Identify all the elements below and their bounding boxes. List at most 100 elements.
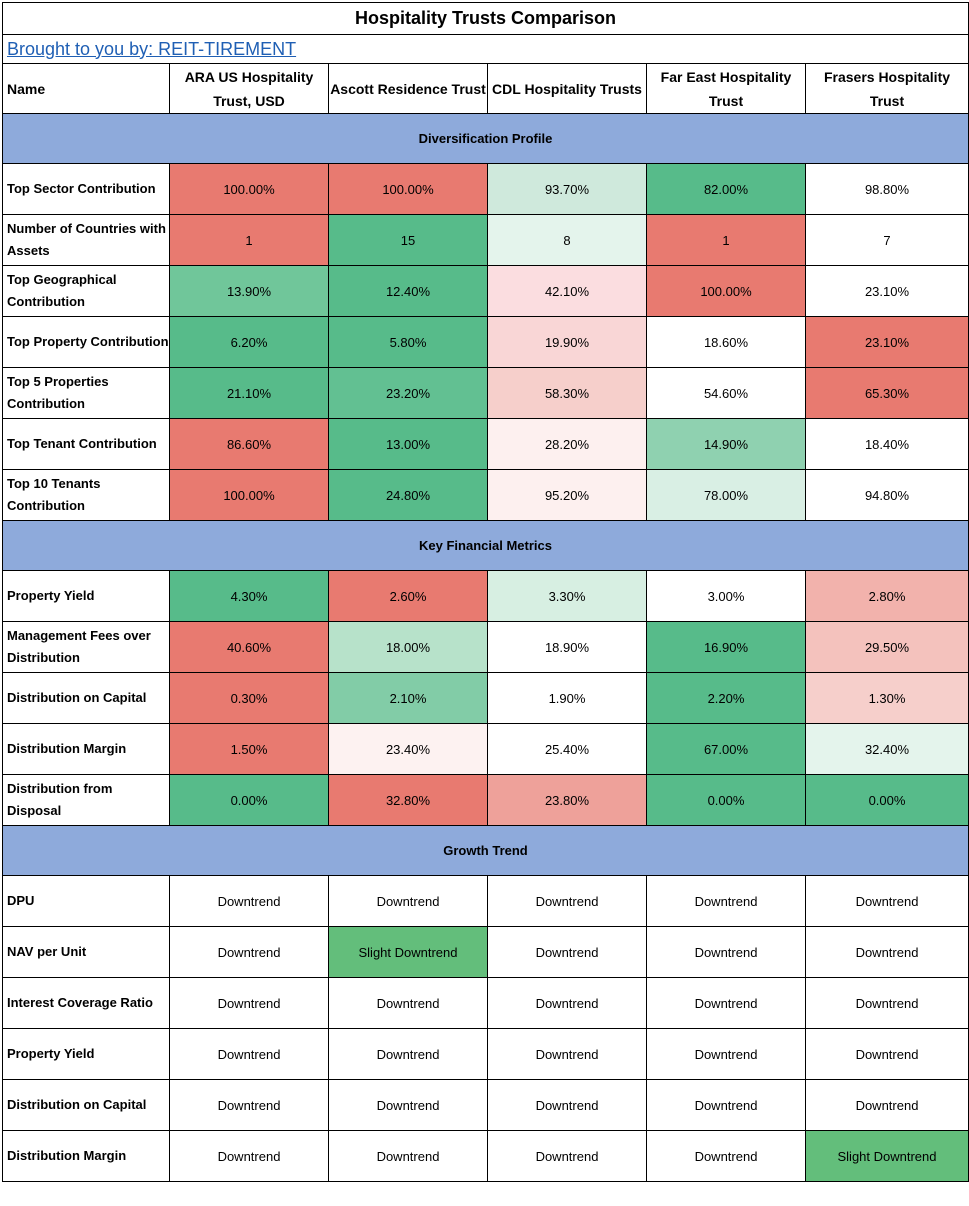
value-cell: 1	[646, 214, 806, 266]
table-row: Top Sector Contribution 100.00% 100.00% 93.…	[2, 163, 969, 215]
value-cell: 2.10%	[328, 672, 488, 724]
value-cell: Downtrend	[487, 1079, 647, 1131]
row-label: Number of Countries with Assets	[2, 214, 170, 266]
value-cell: Downtrend	[487, 926, 647, 978]
table-row: Top 10 Tenants Contribution 100.00% 24.80%…	[2, 469, 969, 521]
header-cdl-hospitality: CDL Hospitality Trusts	[487, 63, 647, 114]
row-label: Distribution Margin	[2, 723, 170, 775]
value-cell: 98.80%	[804, 163, 969, 215]
value-cell: Downtrend	[169, 977, 329, 1029]
value-cell: 40.60%	[169, 621, 329, 673]
value-cell: 5.80%	[328, 316, 488, 368]
value-cell: 2.60%	[328, 570, 488, 622]
value-cell: 42.10%	[487, 265, 647, 317]
row-label: Distribution from Disposal	[2, 774, 170, 826]
value-cell: 29.50%	[804, 621, 969, 673]
value-cell: 100.00%	[646, 265, 806, 317]
value-cell: 95.20%	[487, 469, 647, 521]
value-cell: 12.40%	[328, 265, 488, 317]
value-cell: 7	[804, 214, 969, 266]
value-cell: 23.10%	[804, 265, 969, 317]
value-cell: Downtrend	[646, 1130, 806, 1182]
brand-cell: Brought to you by: REIT-TIREMENT	[1, 34, 969, 64]
value-cell: Downtrend	[328, 1028, 488, 1080]
header-ara-us-hospitality: ARA US Hospitality Trust, USD	[169, 63, 329, 114]
row-label: Top Tenant Contribution	[2, 418, 170, 470]
row-label: Top Sector Contribution	[2, 163, 170, 215]
value-cell: Downtrend	[804, 926, 969, 978]
table-row: Number of Countries with Assets 1 15 8 1 7	[2, 214, 969, 266]
section-title: Diversification Profile	[1, 113, 969, 164]
table-row: Top Property Contribution 6.20% 5.80% 19.90…	[2, 316, 969, 368]
header-row: Name ARA US Hospitality Trust, USD Ascot…	[2, 63, 969, 114]
value-cell: 100.00%	[169, 469, 329, 521]
row-label: Management Fees over Distribution	[2, 621, 170, 673]
value-cell: Downtrend	[804, 1028, 969, 1080]
table-row: Management Fees over Distribution 40.60% 1…	[2, 621, 969, 673]
row-label: Distribution on Capital	[2, 672, 170, 724]
value-cell: 24.80%	[328, 469, 488, 521]
header-frasers-hospitality: Frasers Hospitality Trust	[804, 63, 969, 114]
value-cell: 19.90%	[487, 316, 647, 368]
section-row: Diversification Profile	[1, 113, 969, 164]
value-cell: 21.10%	[169, 367, 329, 419]
value-cell: Downtrend	[169, 875, 329, 927]
section-title: Key Financial Metrics	[1, 520, 969, 571]
value-cell: 1.30%	[804, 672, 969, 724]
table-row: Top 5 Properties Contribution 21.10% 23.20…	[2, 367, 969, 419]
value-cell: 32.40%	[804, 723, 969, 775]
value-cell: 100.00%	[169, 163, 329, 215]
value-cell: 1.90%	[487, 672, 647, 724]
value-cell: 1	[169, 214, 329, 266]
table-row: Distribution Margin 1.50% 23.40% 25.40% 67.0…	[2, 723, 969, 775]
value-cell: 28.20%	[487, 418, 647, 470]
table-row: Interest Coverage Ratio Downtrend Downtren…	[2, 977, 969, 1029]
value-cell: Downtrend	[328, 1130, 488, 1182]
value-cell: Downtrend	[646, 926, 806, 978]
value-cell: 4.30%	[169, 570, 329, 622]
value-cell: 23.20%	[328, 367, 488, 419]
header-name: Name	[2, 63, 170, 114]
value-cell: 0.00%	[646, 774, 806, 826]
value-cell: 32.80%	[328, 774, 488, 826]
row-label: Top Geographical Contribution	[2, 265, 170, 317]
row-label: Distribution on Capital	[2, 1079, 170, 1131]
value-cell: Downtrend	[487, 1130, 647, 1182]
section-row: Key Financial Metrics	[1, 520, 969, 571]
value-cell: 100.00%	[328, 163, 488, 215]
value-cell: 18.60%	[646, 316, 806, 368]
row-label: Interest Coverage Ratio	[2, 977, 170, 1029]
table-row: DPU Downtrend Downtrend Downtrend Downtrend D…	[2, 875, 969, 927]
value-cell: Downtrend	[328, 1079, 488, 1131]
value-cell: 67.00%	[646, 723, 806, 775]
brand-link[interactable]: Brought to you by: REIT-TIREMENT	[7, 38, 297, 59]
value-cell: 16.90%	[646, 621, 806, 673]
value-cell: Downtrend	[487, 977, 647, 1029]
value-cell: 23.10%	[804, 316, 969, 368]
value-cell: Slight Downtrend	[328, 926, 488, 978]
value-cell: 15	[328, 214, 488, 266]
value-cell: 94.80%	[804, 469, 969, 521]
value-cell: 23.40%	[328, 723, 488, 775]
value-cell: 58.30%	[487, 367, 647, 419]
row-label: DPU	[2, 875, 170, 927]
value-cell: Downtrend	[169, 1130, 329, 1182]
value-cell: 25.40%	[487, 723, 647, 775]
row-label: Top Property Contribution	[2, 316, 170, 368]
table-row: Distribution Margin Downtrend Downtrend Dow…	[2, 1130, 969, 1182]
table-row: Distribution on Capital Downtrend Downtren…	[2, 1079, 969, 1131]
value-cell: 18.40%	[804, 418, 969, 470]
value-cell: 3.30%	[487, 570, 647, 622]
table-row: Distribution from Disposal 0.00% 32.80% 23.…	[2, 774, 969, 826]
value-cell: Downtrend	[646, 1079, 806, 1131]
value-cell: 3.00%	[646, 570, 806, 622]
header-ascott-residence: Ascott Residence Trust	[328, 63, 488, 114]
value-cell: Downtrend	[646, 1028, 806, 1080]
value-cell: Downtrend	[804, 875, 969, 927]
value-cell: 23.80%	[487, 774, 647, 826]
value-cell: 78.00%	[646, 469, 806, 521]
row-label: Property Yield	[2, 1028, 170, 1080]
header-far-east-hospitality: Far East Hospitality Trust	[646, 63, 806, 114]
value-cell: Downtrend	[328, 977, 488, 1029]
value-cell: 13.00%	[328, 418, 488, 470]
